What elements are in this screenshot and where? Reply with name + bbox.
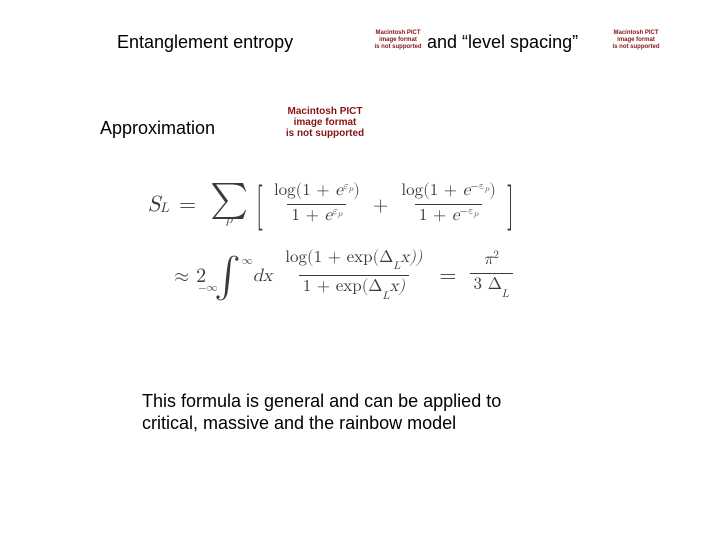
t2-den-eps: −ε bbox=[459, 206, 473, 217]
header-level-spacing: and “level spacing” bbox=[427, 32, 578, 53]
int-upper: ∞ bbox=[242, 255, 253, 268]
rhs-num: π2 bbox=[479, 249, 502, 273]
int-lower: −∞ bbox=[198, 282, 218, 295]
t2-den-a: 1 + bbox=[419, 207, 452, 224]
main-den: 1 + exp(ΔLx) bbox=[299, 275, 409, 304]
main-fraction: log(1 + exp(ΔLx)) 1 + exp(ΔLx) bbox=[278, 247, 429, 305]
term2-den: 1 + e−εp bbox=[415, 204, 482, 229]
rhs-L: L bbox=[502, 289, 509, 300]
term1-den: 1 + eεp bbox=[287, 204, 346, 229]
formula-line-1: SL = ∑ p [ log(1 + eεp) 1 + eεp + log(1 … bbox=[148, 180, 518, 229]
pict-line: image format bbox=[294, 117, 357, 128]
sum-index: p bbox=[226, 214, 233, 226]
pict-line: is not supported bbox=[286, 128, 364, 139]
header-entanglement-entropy: Entanglement entropy bbox=[117, 32, 293, 53]
dx: dx bbox=[243, 265, 279, 287]
integral-symbol: ∞ ∫ −∞ bbox=[212, 261, 243, 291]
pict-line: Macintosh PICT bbox=[613, 30, 658, 36]
term1-fraction: log(1 + eεp) 1 + eεp bbox=[267, 180, 367, 229]
pict-line: image format bbox=[617, 37, 655, 43]
pict-placeholder-small-1: Macintosh PICT image format is not suppo… bbox=[370, 30, 426, 51]
lhs-S: S bbox=[148, 192, 160, 218]
rhs-3: 3 bbox=[474, 276, 483, 293]
footer-line-1: This formula is general and can be appli… bbox=[142, 391, 501, 411]
t1-den-p: p bbox=[338, 210, 342, 218]
t2-num-eps: −ε bbox=[470, 181, 484, 192]
formula-line-2: ≈ 2 ∞ ∫ −∞ dx log(1 + exp(ΔLx)) 1 + exp(… bbox=[174, 247, 518, 305]
sigma-glyph: ∑ bbox=[210, 184, 248, 214]
rhs-den: 3 ΔL bbox=[470, 273, 513, 302]
t2-num-a: log(1 + bbox=[401, 182, 462, 199]
term1-num: log(1 + eεp) bbox=[270, 180, 364, 204]
sum-symbol: ∑ p bbox=[206, 184, 252, 226]
md-L: L bbox=[382, 291, 389, 302]
t2-num-close: ) bbox=[489, 182, 496, 199]
mn-c: x)) bbox=[400, 249, 422, 266]
pict-line: is not supported bbox=[375, 44, 422, 50]
formula-block: SL = ∑ p [ log(1 + eεp) 1 + eεp + log(1 … bbox=[148, 180, 518, 305]
t1-num-e: e bbox=[335, 182, 343, 199]
pict-line: image format bbox=[379, 37, 417, 43]
t1-num-p: p bbox=[349, 185, 353, 193]
subheader-approximation: Approximation bbox=[100, 118, 215, 139]
int-glyph: ∫ bbox=[214, 261, 241, 291]
pict-placeholder-large: Macintosh PICT image format is not suppo… bbox=[270, 106, 380, 139]
t1-den-a: 1 + bbox=[291, 207, 324, 224]
lhs-sub-L: L bbox=[160, 200, 169, 217]
rhs-fraction: π2 3 ΔL bbox=[467, 249, 516, 302]
term2-fraction: log(1 + e−εp) 1 + e−εp bbox=[394, 180, 502, 229]
t1-den-e: e bbox=[324, 207, 332, 224]
t1-num-close: ) bbox=[353, 182, 360, 199]
footer-line-2: critical, massive and the rainbow model bbox=[142, 413, 456, 433]
pict-line: Macintosh PICT bbox=[375, 30, 420, 36]
equals-sign-2: = bbox=[429, 263, 466, 289]
plus-sign: + bbox=[367, 193, 395, 217]
rhs-pi: π bbox=[483, 251, 493, 268]
t1-num-eps: ε bbox=[343, 181, 349, 192]
pict-line: Macintosh PICT bbox=[287, 106, 362, 117]
mn-L: L bbox=[393, 261, 400, 272]
pict-line: is not supported bbox=[613, 44, 660, 50]
t2-num-p: p bbox=[485, 185, 489, 193]
left-bracket: [ bbox=[255, 182, 263, 228]
main-num: log(1 + exp(ΔLx)) bbox=[281, 247, 426, 275]
t1-num-a: log(1 + bbox=[274, 182, 335, 199]
footer-text: This formula is general and can be appli… bbox=[142, 390, 501, 434]
t1-den-eps: ε bbox=[332, 206, 338, 217]
rhs-sq: 2 bbox=[493, 250, 499, 261]
t2-den-p: p bbox=[474, 210, 478, 218]
md-a: 1 + exp(Δ bbox=[303, 278, 383, 295]
right-bracket: ] bbox=[506, 182, 514, 228]
rhs-delta: Δ bbox=[488, 276, 502, 293]
mn-a: log(1 + exp(Δ bbox=[285, 249, 393, 266]
md-c: x) bbox=[389, 278, 405, 295]
term2-num: log(1 + e−εp) bbox=[397, 180, 499, 204]
pict-placeholder-small-2: Macintosh PICT image format is not suppo… bbox=[608, 30, 664, 51]
equals-sign: = bbox=[169, 192, 206, 218]
